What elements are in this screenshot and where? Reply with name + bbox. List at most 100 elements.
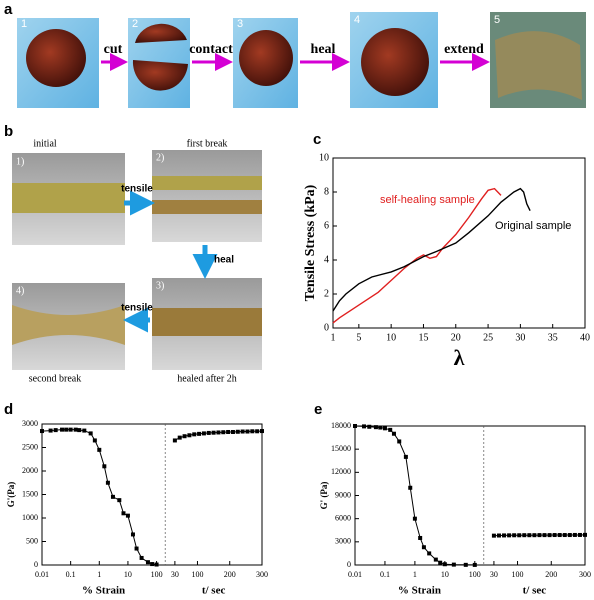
y-tick-label: 2500 [22, 442, 38, 451]
y-tick-label: 4 [324, 254, 329, 265]
data-point [192, 432, 197, 437]
data-point [88, 431, 93, 436]
x-axis-label: % Strain [82, 585, 125, 597]
data-point [216, 430, 221, 435]
data-point [68, 427, 73, 432]
data-point [362, 424, 367, 429]
x-axis-label: λ [454, 345, 465, 370]
y-axis-label: Tensile Stress (kPa) [303, 184, 318, 301]
x2-axis-label: t/ sec [523, 585, 547, 597]
data-point [438, 560, 443, 565]
y-tick-label: 3000 [22, 419, 38, 428]
data-point [82, 428, 87, 433]
data-point [442, 562, 447, 567]
data-point [154, 562, 159, 567]
data-point [187, 433, 192, 438]
x-tick-label: 30 [515, 332, 525, 343]
data-point [418, 535, 423, 540]
data-point [557, 533, 562, 538]
data-point [412, 516, 417, 521]
data-point [102, 464, 107, 469]
x-tick-label: 1 [97, 570, 101, 579]
y-tick-label: 500 [26, 536, 38, 545]
action: extend [444, 42, 484, 57]
x-tick-label: 1 [413, 570, 417, 579]
data-point [567, 533, 572, 538]
data-point [255, 429, 260, 434]
gel [132, 60, 188, 91]
step: 3 [237, 18, 243, 30]
data-point [433, 557, 438, 562]
data-point [245, 429, 250, 434]
panel-label: c [313, 131, 321, 148]
data-point [177, 435, 182, 440]
data-point [527, 533, 532, 538]
x-tick-label: 35 [548, 332, 558, 343]
x-tick-label: 0.1 [380, 570, 390, 579]
gel [135, 23, 187, 43]
series-line [332, 187, 502, 324]
data-point [48, 428, 53, 433]
x2-tick-label: 200 [545, 570, 557, 579]
y-tick-label: 6000 [335, 513, 351, 522]
step: 5 [494, 14, 500, 26]
data-point [240, 429, 245, 434]
data-point [60, 427, 65, 432]
x2-tick-label: 30 [490, 570, 498, 579]
data-point [221, 430, 226, 435]
y-tick-label: 6 [324, 220, 329, 231]
x-tick-label: 20 [451, 332, 461, 343]
data-point [97, 447, 102, 452]
data-point [139, 555, 144, 560]
x2-tick-label: 100 [191, 570, 203, 579]
x-tick-label: 100 [151, 570, 163, 579]
y-axis-label: G'(Pa) [6, 482, 16, 508]
panel-label: b [4, 123, 13, 140]
data-point [182, 434, 187, 439]
data-point [53, 428, 58, 433]
data-point [134, 546, 139, 551]
data-point [105, 480, 110, 485]
data-point [532, 533, 537, 538]
gel [495, 31, 582, 100]
x-tick-label: 40 [580, 332, 590, 343]
gel [361, 28, 429, 96]
data-point [583, 532, 587, 537]
data-point [408, 485, 413, 490]
action: heal [311, 42, 336, 57]
x2-tick-label: 30 [171, 570, 179, 579]
data-point [250, 429, 255, 434]
series-label: self-healing sample [380, 194, 475, 206]
plot-frame [41, 423, 263, 566]
data-point [77, 428, 82, 433]
x2-tick-label: 300 [579, 570, 591, 579]
step: 4 [354, 14, 360, 26]
x-tick-label: 10 [124, 570, 132, 579]
data-point [472, 562, 477, 567]
data-point [353, 424, 357, 428]
plot-frame [354, 425, 586, 566]
data-point [572, 532, 577, 537]
plot-frame [332, 157, 586, 329]
data-point [397, 439, 402, 444]
y-tick-label: 2 [324, 288, 329, 299]
data-point [537, 533, 542, 538]
caption: initial [33, 138, 57, 149]
data-point [64, 427, 69, 432]
panel-b: b initial first break healed after 2h se… [4, 123, 262, 384]
x2-tick-label: 100 [512, 570, 524, 579]
action: tensile [121, 184, 153, 195]
y-tick-label: 15000 [331, 444, 351, 453]
data-point [110, 494, 115, 499]
data-point [427, 551, 432, 556]
data-point [502, 533, 507, 538]
y-tick-label: 2000 [22, 466, 38, 475]
y-tick-label: 1500 [22, 489, 38, 498]
data-point [201, 431, 206, 436]
panel-label: e [314, 401, 322, 418]
data-point [226, 429, 231, 434]
data-point [577, 532, 582, 537]
data-point [130, 532, 135, 537]
x2-tick-label: 300 [256, 570, 268, 579]
step: 3) [156, 280, 164, 291]
